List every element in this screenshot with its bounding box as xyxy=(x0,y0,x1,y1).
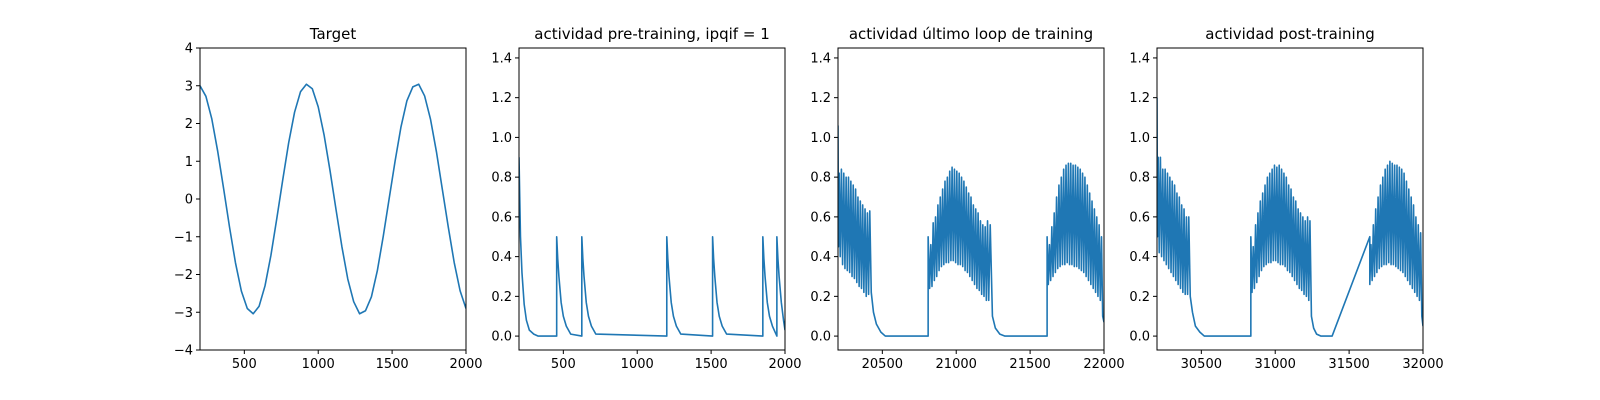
y-tick-label: 1.4 xyxy=(1129,51,1150,66)
y-tick-label: 0.6 xyxy=(810,210,831,225)
y-tick-label: 0.6 xyxy=(491,210,512,225)
y-tick-label: 1.0 xyxy=(491,131,512,146)
y-tick-label: 1.0 xyxy=(810,131,831,146)
y-tick-label: 3 xyxy=(185,79,193,94)
axes-frame xyxy=(518,47,786,351)
chart-title: actividad último loop de training xyxy=(849,25,1093,43)
y-tick-label: 0.6 xyxy=(1129,210,1150,225)
x-tick-label: 2000 xyxy=(449,357,482,372)
y-tick-label: 0.8 xyxy=(1129,171,1150,186)
x-tick-label: 31000 xyxy=(1255,357,1296,372)
y-tick-label: −4 xyxy=(174,344,193,359)
series-line-1 xyxy=(200,83,466,315)
x-tick-label: 500 xyxy=(232,357,257,372)
y-tick-label: 0.8 xyxy=(810,171,831,186)
y-tick-label: 1.2 xyxy=(491,91,512,106)
y-tick-label: 2 xyxy=(185,117,193,132)
x-tick-label: 1500 xyxy=(695,357,728,372)
chart-panel-4: actividad post-training 30500 31000 31500 32… xyxy=(1129,25,1443,372)
x-tick-label: 1000 xyxy=(621,357,654,372)
y-tick-label: 0.4 xyxy=(810,250,831,265)
x-tick-label: 1500 xyxy=(376,357,409,372)
x-tick-label: 21000 xyxy=(936,357,977,372)
y-tick-label: −3 xyxy=(174,306,193,321)
series-line-3 xyxy=(838,125,1104,337)
y-tick-label: 1.2 xyxy=(810,91,831,106)
axes-frame xyxy=(1156,47,1424,351)
x-tick-label: 30500 xyxy=(1181,357,1222,372)
y-tick-label: 0.0 xyxy=(810,330,831,345)
chart-panel-3: actividad último loop de training 20500 21… xyxy=(810,25,1124,372)
chart-panel-2: actividad pre-training, ipqif = 1 500 1000… xyxy=(491,25,801,372)
y-tick-label: 0.2 xyxy=(810,290,831,305)
series-line-4 xyxy=(1157,97,1423,337)
x-tick-label: 22000 xyxy=(1083,357,1124,372)
x-tick-label: 31500 xyxy=(1328,357,1369,372)
y-tick-label: 1.0 xyxy=(1129,131,1150,146)
y-tick-label: 0.4 xyxy=(491,250,512,265)
y-tick-label: 1.2 xyxy=(1129,91,1150,106)
series-line-2 xyxy=(519,157,785,337)
chart-title: actividad pre-training, ipqif = 1 xyxy=(534,25,770,43)
y-tick-label: 0.2 xyxy=(491,290,512,305)
chart-panel-1: Target 500 1000 1500 2000 −4 −3 −2 −1 0 1 2 3 4 xyxy=(174,25,483,372)
y-tick-label: 1.4 xyxy=(491,51,512,66)
x-tick-label: 500 xyxy=(551,357,576,372)
y-tick-label: 0.0 xyxy=(491,330,512,345)
y-tick-label: 0.0 xyxy=(1129,330,1150,345)
y-tick-label: 0.4 xyxy=(1129,250,1150,265)
x-tick-label: 1000 xyxy=(302,357,335,372)
x-tick-label: 32000 xyxy=(1402,357,1443,372)
x-tick-label: 20500 xyxy=(862,357,903,372)
chart-title: Target xyxy=(309,25,357,43)
x-tick-label: 2000 xyxy=(768,357,801,372)
y-tick-label: 4 xyxy=(185,42,193,57)
y-tick-label: 1 xyxy=(185,155,193,170)
y-tick-label: 0 xyxy=(185,193,193,208)
y-tick-label: −1 xyxy=(174,230,193,245)
chart-title: actividad post-training xyxy=(1205,25,1374,43)
y-tick-label: −2 xyxy=(174,268,193,283)
axes-frame xyxy=(837,47,1105,351)
y-tick-label: 1.4 xyxy=(810,51,831,66)
y-tick-label: 0.8 xyxy=(491,171,512,186)
y-tick-label: 0.2 xyxy=(1129,290,1150,305)
x-tick-label: 21500 xyxy=(1009,357,1050,372)
